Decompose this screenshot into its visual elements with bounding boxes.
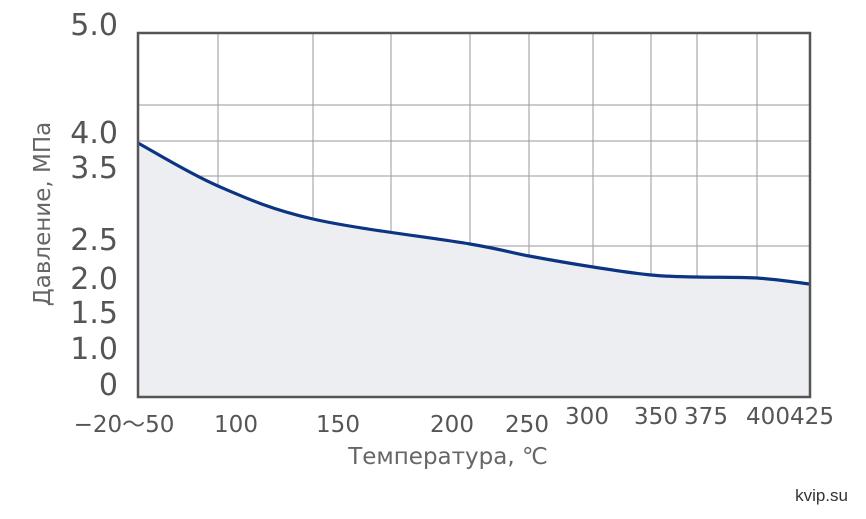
plot-frame bbox=[136, 31, 812, 399]
y-axis-label: Давление, МПа bbox=[30, 122, 56, 306]
x-tick-label: −20〜50 bbox=[74, 412, 175, 438]
y-axis-ticks: 5.0 4.03.5 2.5 2.01.51.00 bbox=[70, 8, 118, 403]
x-tick-label: 100 bbox=[214, 412, 258, 438]
y-tick-label: 1.0 bbox=[70, 332, 118, 367]
x-tick-label: 250 bbox=[505, 412, 549, 438]
y-tick-label: 3.5 bbox=[70, 151, 118, 186]
x-tick-label: 375 bbox=[684, 404, 728, 430]
series-line bbox=[137, 141, 811, 286]
x-axis-label: Температура, ℃ bbox=[347, 444, 548, 470]
y-tick-label: 4.0 bbox=[70, 116, 118, 151]
x-tick-label: 350 bbox=[634, 404, 678, 430]
y-tick-label: 2.0 bbox=[70, 262, 118, 297]
area-fill bbox=[138, 143, 810, 397]
x-tick-label: 425 bbox=[790, 404, 834, 430]
x-axis-ticks: −20〜50 100 150 200 250 300 350 375 400 425 bbox=[74, 404, 834, 438]
x-tick-label: 150 bbox=[316, 412, 360, 438]
x-tick-label: 300 bbox=[565, 404, 609, 430]
y-tick-label: 2.5 bbox=[70, 223, 118, 258]
y-tick-label: 0 bbox=[99, 368, 118, 403]
watermark: kvip.su bbox=[795, 486, 848, 505]
x-tick-label: 200 bbox=[430, 412, 474, 438]
y-tick-label: 5.0 bbox=[70, 8, 118, 43]
y-tick-label: 1.5 bbox=[70, 296, 118, 331]
x-tick-label: 400 bbox=[746, 404, 790, 430]
